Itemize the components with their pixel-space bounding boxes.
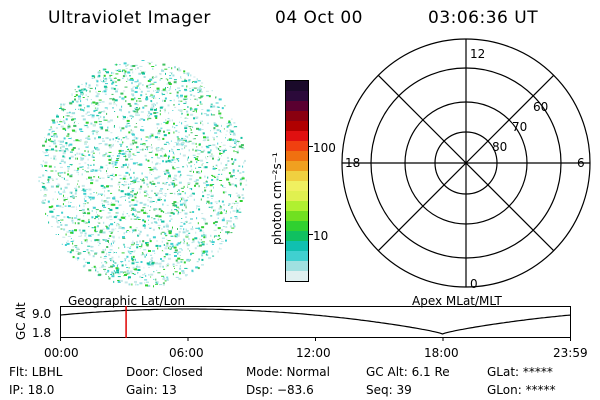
- timeline-y-tick-min: 1.8: [32, 326, 52, 340]
- colorbar-band: [286, 91, 308, 101]
- colorbar-band: [286, 131, 308, 141]
- uv-image-disk: [38, 60, 248, 288]
- timeline-x-tick-1200: 12:00: [296, 346, 331, 360]
- colorbar-band: [286, 271, 308, 281]
- info-gc-alt: GC Alt: 6.1 Re: [366, 365, 450, 379]
- info-glat: GLat: *****: [487, 365, 553, 379]
- mlt-line-diag2: [377, 74, 555, 252]
- timeline-x-tick-2359: 23:59: [553, 346, 588, 360]
- lat-label-70: 70: [512, 120, 527, 134]
- info-door: Door: Closed: [126, 365, 203, 379]
- info-flt: Flt: LBHL: [9, 365, 63, 379]
- timeline-left-label: Geographic Lat/Lon: [68, 294, 186, 308]
- timeline-x-tick-0000: 00:00: [44, 346, 79, 360]
- colorbar-band: [286, 251, 308, 261]
- time-label: 03:06:36 UT: [428, 8, 539, 28]
- mlt-label-18: 18: [345, 156, 360, 170]
- colorbar-band: [286, 191, 308, 201]
- colorbar-band: [286, 141, 308, 151]
- altitude-curve: [59, 308, 571, 335]
- colorbar-band: [286, 151, 308, 161]
- mlt-label-12: 12: [470, 47, 485, 61]
- timeline-y-axis-label: GC Alt: [14, 302, 28, 340]
- info-glon: GLon: *****: [487, 383, 556, 397]
- colorbar-band: [286, 171, 308, 181]
- date-label: 04 Oct 00: [275, 8, 363, 28]
- colorbar-band: [286, 261, 308, 271]
- polar-plot: 12 0 18 6 80 70 60: [341, 38, 591, 291]
- lat-label-60: 60: [533, 100, 548, 114]
- colorbar-band: [286, 101, 308, 111]
- colorbar-band: [286, 221, 308, 231]
- colorbar-band: [286, 241, 308, 251]
- altitude-timeline: [59, 306, 571, 341]
- colorbar-tickmark: [308, 234, 313, 235]
- info-seq: Seq: 39: [366, 383, 412, 397]
- colorbar-band: [286, 201, 308, 211]
- colorbar-tick-100: 100: [313, 141, 336, 155]
- app-title: Ultraviolet Imager: [48, 8, 211, 28]
- colorbar: [285, 80, 309, 282]
- colorbar-band: [286, 161, 308, 171]
- mlt-label-0: 0: [470, 277, 478, 291]
- colorbar-unit-label: photon cm⁻²s⁻¹: [270, 152, 284, 245]
- colorbar-band: [286, 81, 308, 91]
- colorbar-band: [286, 211, 308, 221]
- timeline-x-tick-1800: 18:00: [424, 346, 459, 360]
- timeline-y-tick-max: 9.0: [32, 307, 52, 321]
- mlt-label-6: 6: [577, 156, 585, 170]
- colorbar-band: [286, 111, 308, 121]
- colorbar-band: [286, 181, 308, 191]
- info-gain: Gain: 13: [126, 383, 177, 397]
- info-mode: Mode: Normal: [246, 365, 330, 379]
- colorbar-tick-10: 10: [313, 229, 329, 243]
- colorbar-band: [286, 121, 308, 131]
- timeline-x-tick-0600: 06:00: [169, 346, 204, 360]
- info-ip: IP: 18.0: [9, 383, 55, 397]
- timeline-right-label: Apex MLat/MLT: [412, 294, 502, 308]
- colorbar-band: [286, 231, 308, 241]
- info-dsp: Dsp: −83.6: [246, 383, 314, 397]
- colorbar-tickmark: [308, 146, 313, 147]
- lat-label-80: 80: [492, 140, 507, 154]
